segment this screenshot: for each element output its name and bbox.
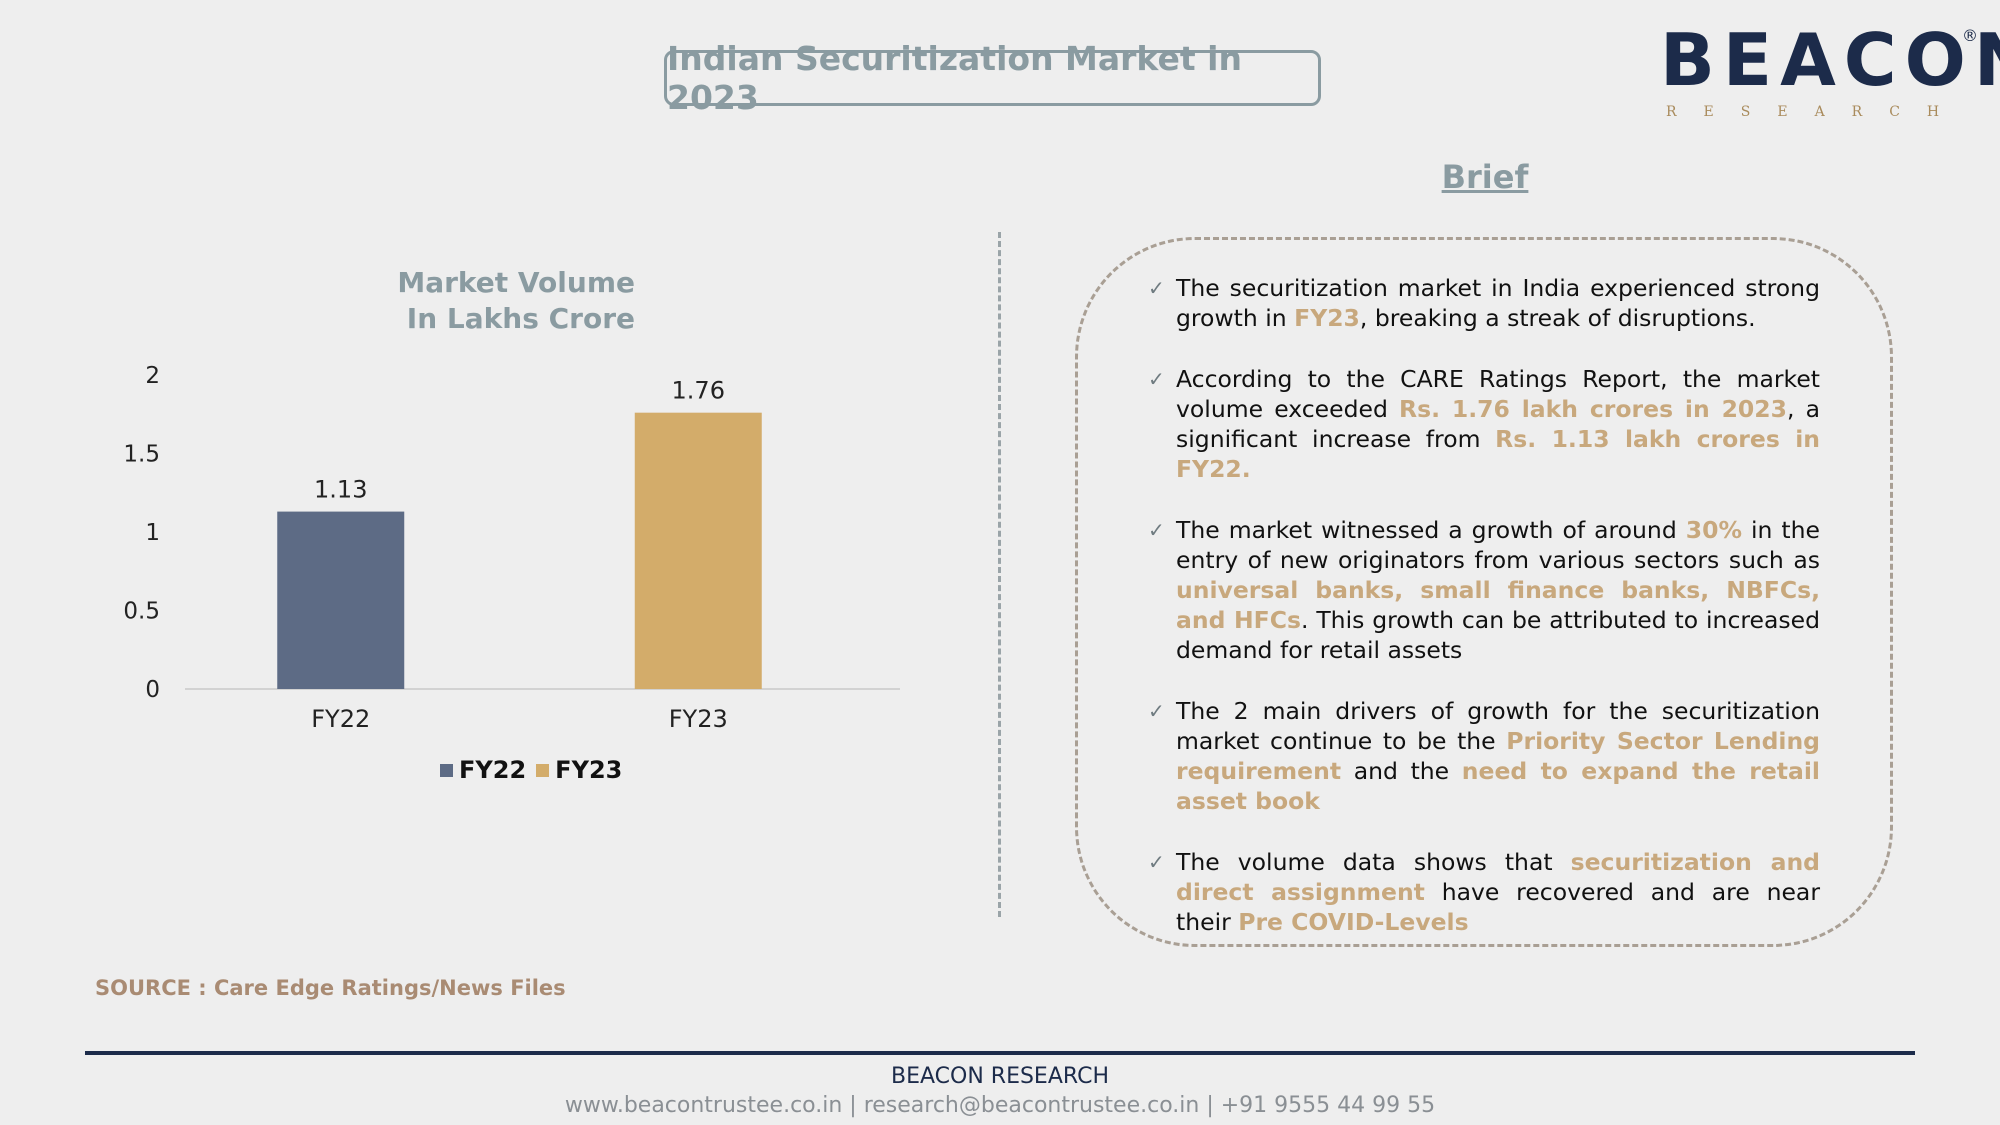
body-text: , a significant increase from bbox=[1176, 395, 1821, 453]
brief-item: ✓ The volume data shows that securitizati… bbox=[1148, 847, 1820, 937]
highlight-text: Pre COVID-Levels bbox=[1238, 908, 1469, 936]
brief-title: Brief bbox=[1441, 158, 1529, 196]
logo-wordmark: BEACON bbox=[1660, 18, 2000, 102]
body-text: According to the CARE Ratings Report, th… bbox=[1176, 365, 1820, 423]
body-text: The securitization market in India exper… bbox=[1176, 274, 1820, 332]
legend-swatch bbox=[536, 763, 550, 777]
chart-title: Market Volume In Lakhs Crore bbox=[380, 265, 635, 337]
highlight-text: 30% bbox=[1685, 516, 1742, 544]
check-icon: ✓ bbox=[1148, 699, 1165, 723]
body-text: . This growth can be attributed to incre… bbox=[1176, 606, 1820, 664]
bar-fy22 bbox=[277, 511, 405, 689]
y-tick-label: 1 bbox=[145, 520, 160, 546]
y-tick-label: 2 bbox=[145, 363, 160, 389]
body-text: The 2 main drivers of growth for the sec… bbox=[1176, 697, 1820, 755]
y-tick-label: 0.5 bbox=[123, 599, 160, 625]
brief-item: ✓ The market witnessed a growth of around… bbox=[1148, 515, 1820, 665]
body-text: and the bbox=[1341, 757, 1462, 785]
highlight-text: securitization and direct assignment bbox=[1176, 848, 1821, 906]
brief-box bbox=[1075, 237, 1893, 947]
y-tick-label: 1.5 bbox=[123, 442, 160, 468]
footer-rule bbox=[85, 1051, 1915, 1055]
check-icon: ✓ bbox=[1148, 850, 1165, 874]
section-divider bbox=[998, 232, 1001, 917]
highlight-text: Priority Sector Lending requirement bbox=[1176, 727, 1820, 785]
brief-item: ✓ The 2 main drivers of growth for the se… bbox=[1148, 696, 1820, 816]
chart-title-line1: Market Volume bbox=[397, 266, 635, 299]
brief-item: ✓ The securitization market in India expe… bbox=[1148, 273, 1820, 333]
check-icon: ✓ bbox=[1148, 518, 1165, 542]
body-text: have recovered and are near their bbox=[1176, 878, 1820, 936]
highlight-text: FY23 bbox=[1294, 304, 1360, 332]
logo-subtitle: RESEARCH bbox=[1666, 104, 1967, 120]
chart-legend: FY22 FY23 bbox=[440, 756, 622, 784]
page-title: Indian Securitization Market in 2023 bbox=[664, 39, 1321, 117]
x-tick-label: FY22 bbox=[311, 705, 370, 733]
data-label: 1.76 bbox=[672, 377, 725, 405]
legend-swatch bbox=[440, 763, 453, 777]
brief-item: ✓ According to the CARE Ratings Report, t… bbox=[1148, 364, 1820, 484]
body-text: The volume data shows that bbox=[1176, 848, 1571, 876]
highlight-text: universal banks, small finance banks, NB… bbox=[1176, 576, 1820, 634]
legend-label: FY23 bbox=[555, 756, 623, 784]
registered-mark: ® bbox=[1962, 26, 1978, 45]
legend-item: FY23 bbox=[536, 756, 622, 784]
chart-title-line2: In Lakhs Crore bbox=[406, 302, 635, 335]
legend-label: FY22 bbox=[459, 756, 527, 784]
source-note: SOURCE : Care Edge Ratings/News Files bbox=[95, 976, 566, 1000]
beacon-logo: BEACON RESEARCH ® bbox=[1660, 12, 2000, 122]
bar-fy23 bbox=[634, 412, 762, 689]
highlight-text: need to expand the retail asset book bbox=[1176, 757, 1820, 815]
body-text: The market witnessed a growth of around bbox=[1176, 516, 1686, 544]
body-text: in the entry of new originators from var… bbox=[1176, 516, 1820, 574]
highlight-text: Rs. 1.76 lakh crores in 2023 bbox=[1399, 395, 1787, 423]
body-text: , breaking a streak of disruptions. bbox=[1359, 304, 1756, 332]
check-icon: ✓ bbox=[1148, 276, 1165, 300]
bar-chart: 0 0.5 1 1.5 2 1.13 FY22 1.76 FY23 bbox=[123, 363, 900, 733]
footer-contact: www.beacontrustee.co.in | research@beaco… bbox=[564, 1093, 1436, 1118]
brief-list: ✓ The securitization market in India expe… bbox=[1148, 273, 1820, 968]
highlight-text: Rs. 1.13 lakh crores in FY22. bbox=[1176, 425, 1820, 483]
y-tick-label: 0 bbox=[145, 677, 160, 703]
footer-brand: BEACON RESEARCH bbox=[891, 1064, 1109, 1089]
check-icon: ✓ bbox=[1148, 367, 1165, 391]
legend-item: FY22 bbox=[440, 756, 526, 784]
data-label: 1.13 bbox=[314, 476, 367, 504]
x-tick-label: FY23 bbox=[669, 705, 728, 733]
